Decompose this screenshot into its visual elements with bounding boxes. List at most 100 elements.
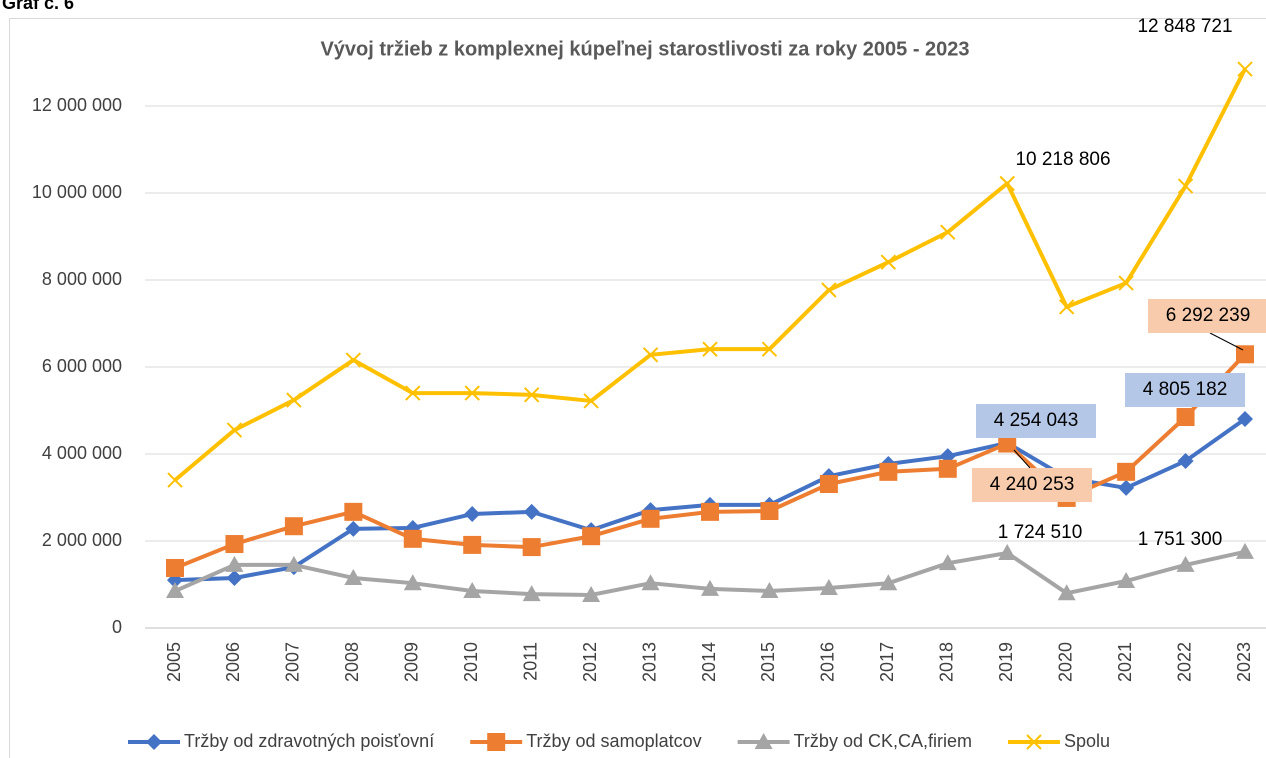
data-point (641, 509, 660, 528)
data-label: 4 254 043 (994, 410, 1079, 431)
data-point (641, 574, 660, 591)
data-point (523, 387, 540, 403)
x-tick-label: 2011 (520, 642, 540, 681)
data-label: 4 805 182 (1143, 379, 1228, 400)
data-point (1177, 452, 1194, 469)
data-point (405, 385, 421, 401)
data-label: 12 848 721 (1137, 16, 1232, 37)
y-tick-label: 8 000 000 (42, 269, 122, 289)
x-tick-label: 2009 (402, 642, 422, 682)
data-point (463, 535, 482, 554)
data-point (1236, 345, 1254, 364)
y-tick-label: 10 000 000 (32, 182, 122, 202)
data-point (1058, 299, 1075, 315)
data-point (760, 501, 779, 520)
x-tick-label: 2012 (580, 642, 600, 682)
data-label: 6 292 239 (1166, 305, 1251, 326)
legend-marker (487, 733, 506, 751)
data-point (701, 579, 719, 596)
data-point (1176, 555, 1195, 572)
data-point (1117, 462, 1136, 481)
data-point (819, 578, 838, 595)
data-point (1236, 542, 1254, 559)
y-tick-label: 12 000 000 (32, 95, 122, 115)
x-tick-label: 2014 (699, 642, 719, 682)
series-line (174, 352, 1247, 570)
data-point (225, 535, 244, 554)
data-label: 1 724 510 (998, 522, 1083, 543)
label-box (1125, 373, 1245, 407)
data-point (938, 554, 957, 571)
data-point (998, 543, 1017, 560)
data-point (821, 282, 837, 298)
data-point (819, 475, 838, 494)
data-point (938, 459, 957, 478)
data-point (940, 224, 956, 240)
x-tick-label: 2021 (1115, 642, 1135, 682)
data-point (522, 585, 541, 602)
data-label: 4 240 253 (990, 474, 1075, 495)
data-point (284, 517, 303, 536)
data-point (284, 555, 303, 572)
y-tick-label: 0 (112, 617, 122, 637)
x-tick-label: 2018 (937, 642, 957, 682)
legend-marker (146, 734, 162, 750)
data-point (879, 574, 898, 591)
y-tick-label: 2 000 000 (42, 530, 122, 550)
x-tick-label: 2017 (877, 642, 897, 682)
data-point (999, 175, 1015, 192)
data-label: 10 218 806 (1015, 149, 1110, 170)
legend-marker (1026, 734, 1042, 750)
leader-line (1013, 449, 1031, 469)
data-point (702, 341, 718, 357)
data-point (701, 502, 719, 521)
data-point (403, 574, 422, 591)
data-point (463, 582, 482, 599)
data-point (464, 506, 481, 523)
chart-title: Vývoj tržieb z komplexnej kúpeľnej staro… (320, 38, 969, 60)
data-point (642, 347, 659, 363)
data-point (345, 352, 362, 368)
data-point (167, 472, 183, 488)
data-point (522, 538, 541, 557)
x-tick-label: 2008 (342, 642, 362, 682)
data-point (464, 385, 480, 401)
data-point (582, 527, 601, 546)
legend: Tržby od zdravotných poisťovní Tržby od s… (128, 731, 1110, 751)
y-tick-label: 6 000 000 (42, 356, 122, 376)
x-tick-label: 2006 (223, 642, 243, 682)
data-point (166, 558, 184, 577)
data-point (403, 529, 422, 548)
x-tick-label: 2005 (164, 642, 184, 682)
label-box (976, 404, 1096, 438)
data-point (760, 582, 779, 599)
data-point (226, 422, 243, 438)
y-tick-label: 4 000 000 (42, 443, 122, 463)
leader-line (1209, 332, 1244, 351)
legend-marker (754, 733, 773, 749)
x-tick-label: 2023 (1234, 642, 1254, 682)
x-tick-label: 2015 (758, 642, 778, 682)
data-point (225, 555, 244, 572)
data-point (344, 568, 363, 585)
legend-label: Tržby od samoplatcov (526, 731, 701, 751)
x-tick-label: 2010 (461, 642, 481, 682)
x-tick-label: 2019 (996, 642, 1016, 682)
x-tick-label: 2016 (818, 642, 838, 682)
x-tick-label: 2022 (1174, 642, 1194, 682)
x-tick-label: 2020 (1055, 642, 1075, 682)
data-point (1237, 61, 1253, 77)
label-box (972, 468, 1092, 502)
data-label: 1 751 300 (1138, 529, 1223, 550)
data-point (879, 462, 898, 481)
x-tick-label: 2007 (283, 642, 303, 682)
legend-label: Tržby od CK,CA,firiem (794, 731, 972, 751)
data-point (523, 503, 540, 520)
legend-label: Spolu (1064, 731, 1110, 751)
data-point (1237, 410, 1253, 427)
data-point (1117, 572, 1136, 589)
data-point (1177, 178, 1194, 194)
data-point (761, 341, 778, 357)
data-point (583, 393, 599, 409)
data-point (1057, 584, 1076, 601)
